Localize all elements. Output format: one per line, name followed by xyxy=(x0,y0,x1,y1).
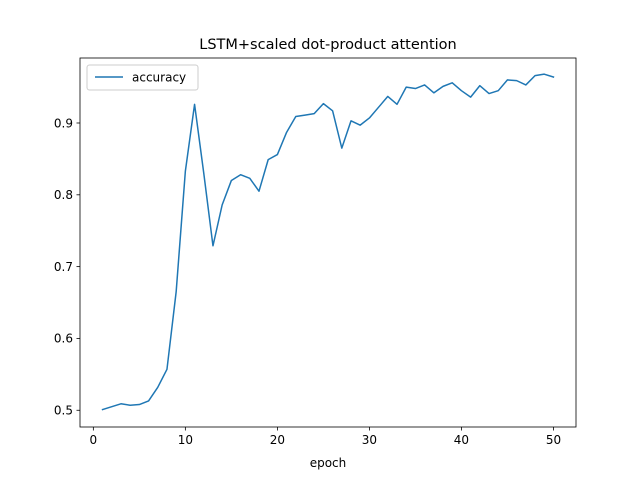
x-axis-label: epoch xyxy=(310,456,347,470)
y-tick-label: 0.9 xyxy=(54,116,73,130)
legend-label: accuracy xyxy=(132,70,186,84)
x-tick-label: 20 xyxy=(270,433,285,447)
legend-box xyxy=(86,64,199,91)
y-tick-label: 0.8 xyxy=(54,188,73,202)
x-tick-label: 50 xyxy=(546,433,561,447)
y-tick-label: 0.5 xyxy=(54,404,73,418)
legend: accuracy xyxy=(86,64,199,91)
x-tick-label: 30 xyxy=(362,433,377,447)
x-tick-label: 0 xyxy=(90,433,98,447)
series-line-0 xyxy=(101,73,555,411)
chart-title: LSTM+scaled dot-product attention xyxy=(199,37,457,53)
y-tick-label: 0.6 xyxy=(54,332,73,346)
axes-frame xyxy=(79,57,577,428)
x-tick-label: 10 xyxy=(178,433,193,447)
y-tick-label: 0.7 xyxy=(54,260,73,274)
x-tick-label: 40 xyxy=(454,433,469,447)
plot-area: 0 10 20 30 40 50 0.5 0.6 0.7 0.8 0.9 accuracy xyxy=(54,57,577,447)
